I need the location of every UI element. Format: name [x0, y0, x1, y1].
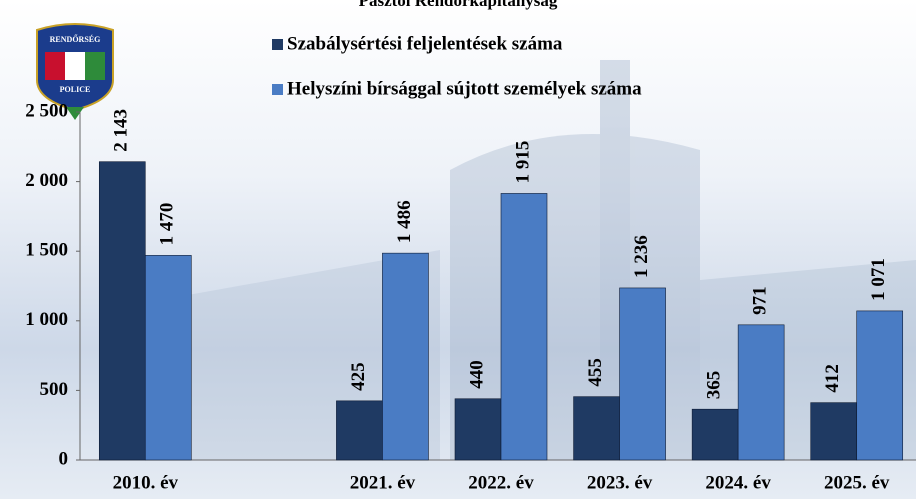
bar — [811, 403, 857, 460]
value-label: 1 071 — [868, 258, 889, 301]
legend-label: Szabálysértési feljelentések száma — [287, 33, 563, 54]
logo-top: RENDŐRSÉG — [50, 34, 101, 44]
value-label: 425 — [348, 362, 369, 391]
bar — [455, 399, 501, 460]
y-tick-label: 2 000 — [25, 170, 68, 191]
bar — [620, 288, 666, 460]
y-tick-label: 1 500 — [25, 240, 68, 261]
legend-swatch — [272, 39, 283, 50]
bar — [336, 401, 382, 460]
value-label: 971 — [750, 286, 771, 315]
bar — [382, 253, 428, 460]
value-label: 455 — [585, 358, 606, 387]
value-label: 412 — [822, 364, 843, 393]
value-label: 2 143 — [111, 109, 132, 152]
bar — [99, 162, 145, 460]
bar — [738, 325, 784, 460]
x-tick-label: 2022. év — [468, 472, 534, 493]
bar — [574, 397, 620, 460]
y-tick-label: 500 — [40, 379, 69, 400]
value-label: 365 — [704, 371, 725, 400]
x-tick-label: 2023. év — [587, 472, 653, 493]
value-label: 1 470 — [157, 203, 178, 246]
x-tick-label: 2024. év — [705, 472, 771, 493]
bar — [145, 255, 191, 460]
x-tick-label: 2021. év — [350, 472, 416, 493]
y-tick-label: 1 000 — [25, 309, 68, 330]
bar — [857, 311, 903, 460]
chart-title: Pásztói Rendőrkapitányság — [359, 0, 558, 10]
chart: Pásztói Rendőrkapitányság RENDŐRSÉG POLI… — [0, 0, 916, 499]
y-tick-label: 0 — [59, 448, 69, 469]
value-label: 1 915 — [512, 141, 533, 184]
value-label: 1 236 — [631, 235, 652, 278]
logo-bottom: POLICE — [60, 85, 91, 94]
x-tick-label: 2010. év — [113, 472, 179, 493]
bar — [692, 409, 738, 460]
legend-label: Helyszíni bírsággal sújtott személyek sz… — [287, 78, 642, 99]
legend-swatch — [272, 84, 283, 95]
value-label: 1 486 — [394, 200, 415, 243]
bar — [501, 193, 547, 460]
y-tick-label: 2 500 — [25, 100, 68, 121]
x-tick-label: 2025. év — [824, 472, 890, 493]
page: Pásztói Rendőrkapitányság RENDŐRSÉG POLI… — [0, 0, 916, 499]
value-label: 440 — [466, 360, 487, 389]
